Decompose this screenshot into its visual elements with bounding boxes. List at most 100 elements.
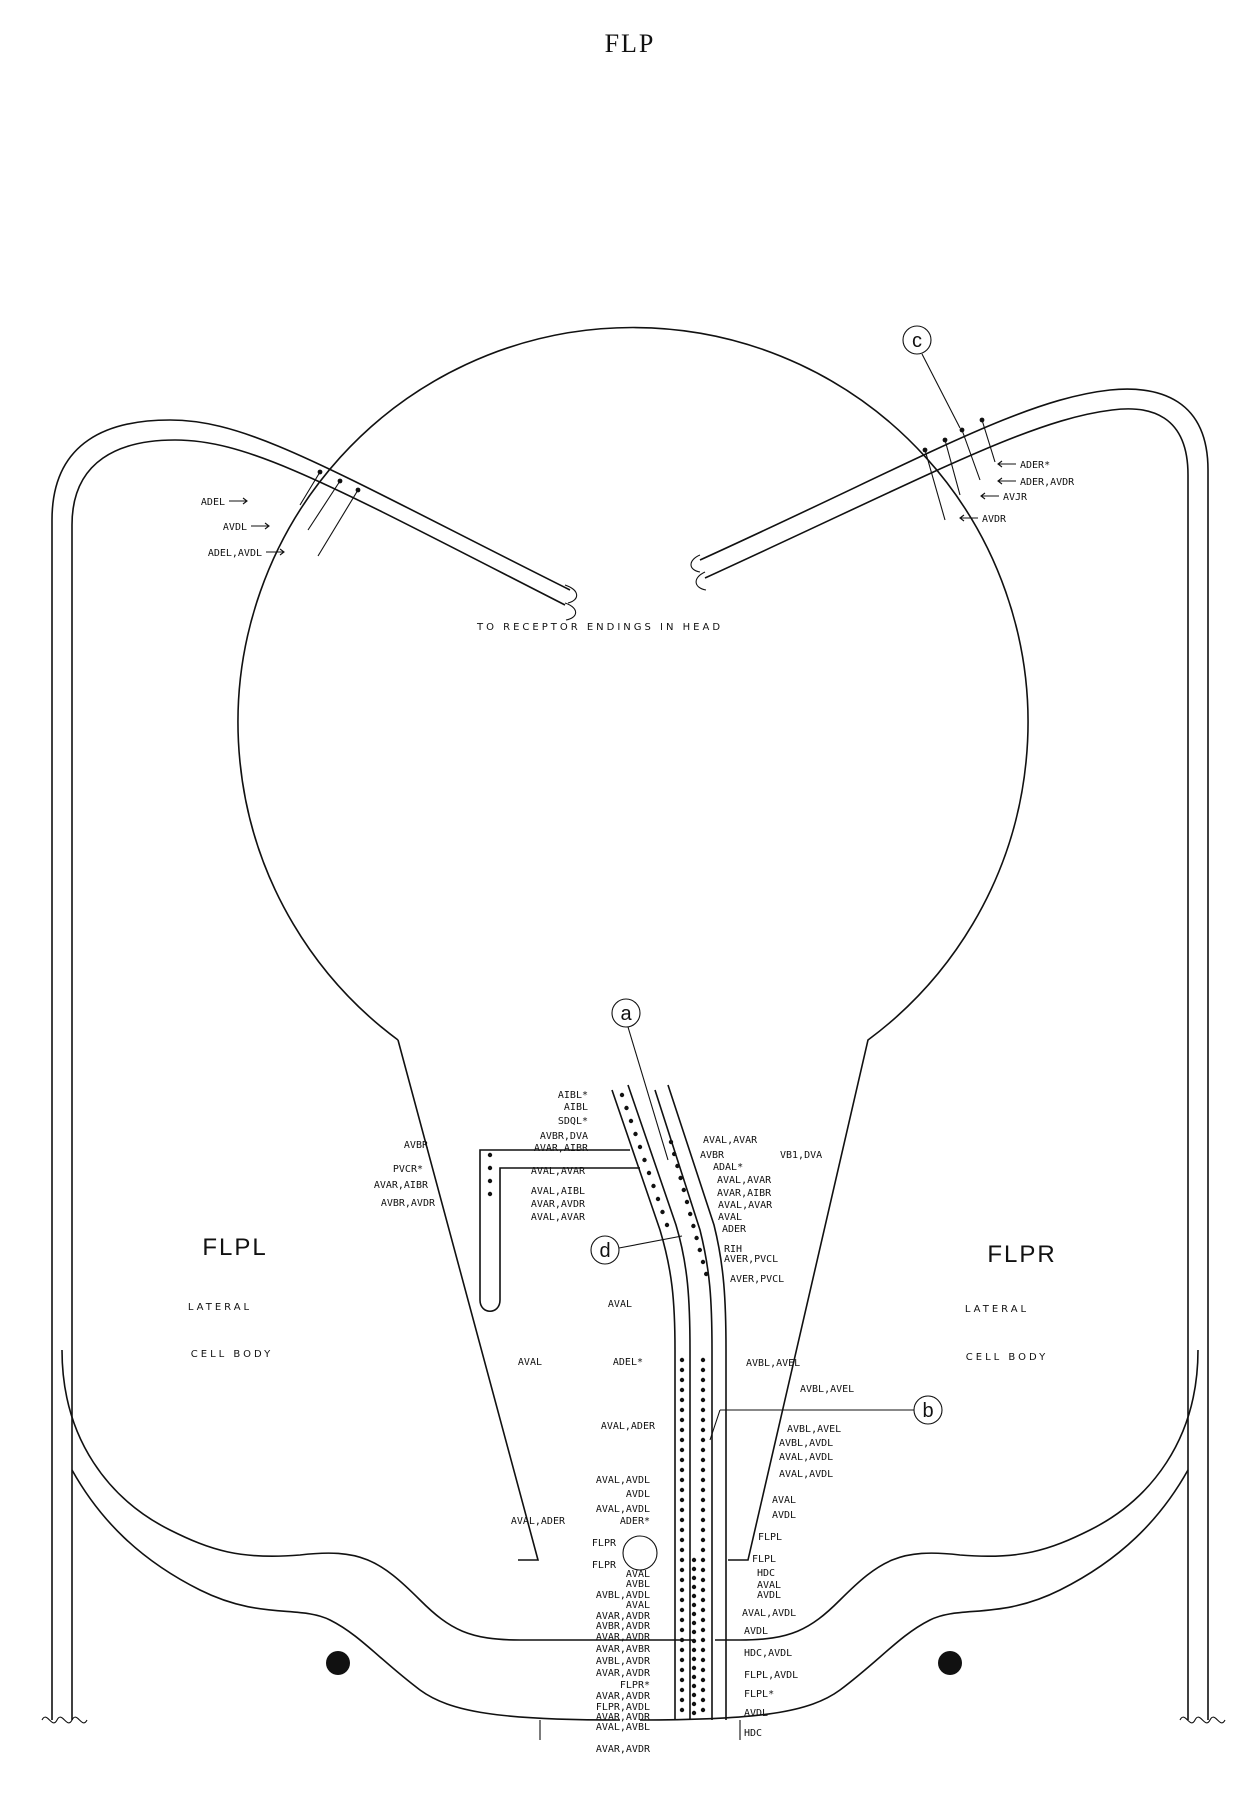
right-mid-labels-5: AVAL,AVDL [779, 1469, 833, 1480]
synapse-dot-31 [679, 1397, 685, 1403]
left-low-labels-12: FLPR,AVDL [596, 1702, 650, 1713]
left-body-wall [71, 1469, 621, 1721]
synapse-dot-114 [691, 1692, 697, 1698]
synapse-dot-36 [679, 1447, 685, 1453]
synapse-dot-5 [642, 1157, 647, 1163]
synapse-dot-layer [487, 1092, 709, 1716]
left-low-labels-3: AVAL [626, 1600, 650, 1611]
synapse-dot-106 [691, 1620, 697, 1626]
right-mid-labels-4: AVAL,AVDL [779, 1452, 833, 1463]
synapse-dot-49 [679, 1577, 685, 1583]
synapse-dot-1 [624, 1105, 629, 1111]
left-outer-process-inner [71, 439, 566, 1720]
synapse-dot-6 [646, 1170, 652, 1176]
left-mid-labels-10: FLPR [592, 1560, 617, 1571]
synapse-dot-92 [700, 1647, 706, 1653]
right-dendrite-labels-arrow-1 [997, 477, 1016, 485]
left-dendrite-labels-1: AVDL [223, 522, 247, 533]
left-mid-labels-1: AVAL [518, 1357, 542, 1368]
right-dendrite-labels-3: AVDR [982, 514, 1007, 525]
synapse-dot-116 [691, 1710, 697, 1716]
left-branch-labels-0: AVBR [404, 1140, 429, 1151]
svg-text:d: d [599, 1240, 610, 1262]
left-cell-line2: CELL BODY [191, 1349, 273, 1360]
synapse-dot-97 [700, 1697, 706, 1703]
left-inner-labels-3: AVBR,DVA [540, 1131, 588, 1142]
synapse-dot-68 [700, 1407, 706, 1413]
left-low-labels-0: AVAL [626, 1569, 650, 1580]
left-inner-labels-5: AVAL,AVAR [531, 1166, 586, 1177]
left-tail [41, 1716, 88, 1724]
synapse-dot-37 [679, 1457, 685, 1463]
left-low-labels-9: AVAR,AVDR [596, 1668, 651, 1679]
marker-b: b [709, 1395, 943, 1441]
synapse-dot-45 [679, 1537, 685, 1543]
synapse-dot-107 [691, 1629, 697, 1635]
svg-text:a: a [620, 1003, 632, 1025]
synapse-dot-24 [487, 1165, 493, 1171]
right-dendrite-labels-arrow-2 [980, 492, 999, 500]
right-mid-labels-7: AVDL [772, 1510, 796, 1521]
synapse-dot-38 [679, 1467, 685, 1473]
synapse-dot-72 [700, 1447, 706, 1453]
synapse-dot-14 [678, 1175, 683, 1181]
right-mid-labels-6: AVAL [772, 1495, 796, 1506]
synapse-dot-40 [679, 1487, 685, 1493]
synapse-dot-99 [691, 1557, 697, 1563]
synapse-dot-54 [679, 1627, 685, 1633]
synapse-dot-82 [700, 1547, 706, 1553]
synapse-dot-23 [487, 1152, 493, 1158]
left-inner-labels-7: AVAR,AVDR [531, 1199, 586, 1210]
left-low-labels-7: AVAR,AVBR [596, 1644, 651, 1655]
synapse-dot-87 [700, 1597, 706, 1603]
right-mid-labels-9: FLPL [752, 1554, 776, 1565]
synapse-dot-86 [700, 1587, 706, 1593]
right-dendrite-labels-1: ADER,AVDR [1020, 477, 1075, 488]
synapse-dot-113 [691, 1683, 697, 1689]
synapse-dot-25 [487, 1178, 493, 1184]
synapse-dot-18 [691, 1223, 696, 1229]
synapse-dot-69 [700, 1417, 706, 1423]
left-mid-labels-2: ADEL* [613, 1357, 643, 1368]
synapse-dot-53 [679, 1617, 685, 1623]
synapse-dot-85 [700, 1577, 706, 1583]
synapse-dot-77 [700, 1497, 706, 1503]
right-dendrite-labels-2: AVJR [1003, 492, 1028, 503]
synapse-dot-103 [691, 1593, 697, 1599]
left-mid-labels-9: FLPR [592, 1538, 617, 1549]
synapse-dot-100 [691, 1566, 697, 1572]
synapse-dot-62 [679, 1707, 685, 1713]
synapse-dot-79 [700, 1517, 706, 1523]
right-dendrite-synapses [922, 417, 996, 521]
synapse-dot-16 [684, 1199, 690, 1205]
right-low-labels-3: FLPL,AVDL [744, 1670, 798, 1681]
right-mid-labels-10: HDC [757, 1568, 775, 1579]
right-low-labels-1: AVDL [744, 1626, 768, 1637]
right-mid-labels-0: AVBL,AVEL [746, 1358, 800, 1369]
right-dendrite-labels-arrow-0 [997, 460, 1016, 468]
synapse-label-layer: ADEL AVDL ADEL,AVDL ADER* ADER,AVDR AVJR AVDR A… [201, 460, 1075, 1755]
left-low-labels-1: AVBL [626, 1579, 650, 1590]
left-low-labels-13: AVAR,AVDR [596, 1712, 651, 1723]
synapse-dot-7 [651, 1183, 656, 1189]
synapse-dot-66 [700, 1387, 706, 1393]
right-dendrite-labels-0: ADER* [1020, 460, 1050, 471]
left-axon-outer [611, 1089, 676, 1720]
right-cell-nucleus [938, 1651, 962, 1675]
synapse-dot-67 [700, 1397, 706, 1403]
marker-c: c [902, 325, 961, 429]
synapse-dot-15 [681, 1187, 686, 1193]
left-inner-labels-0: AIBL* [558, 1090, 588, 1101]
left-dendrite-labels-0: ADEL [201, 497, 225, 508]
left-low-labels-15: AVAR,AVDR [596, 1744, 651, 1755]
synapse-dot-95 [700, 1677, 706, 1683]
synapse-dot-105 [691, 1611, 697, 1617]
right-inner-labels-6: AVAL,AVAR [718, 1200, 773, 1211]
right-outer-process-inner [704, 408, 1189, 1720]
synapse-dot-78 [700, 1507, 706, 1513]
synapse-dot-108 [691, 1638, 697, 1644]
synapse-dot-21 [700, 1259, 706, 1265]
svg-text:c: c [912, 330, 922, 352]
